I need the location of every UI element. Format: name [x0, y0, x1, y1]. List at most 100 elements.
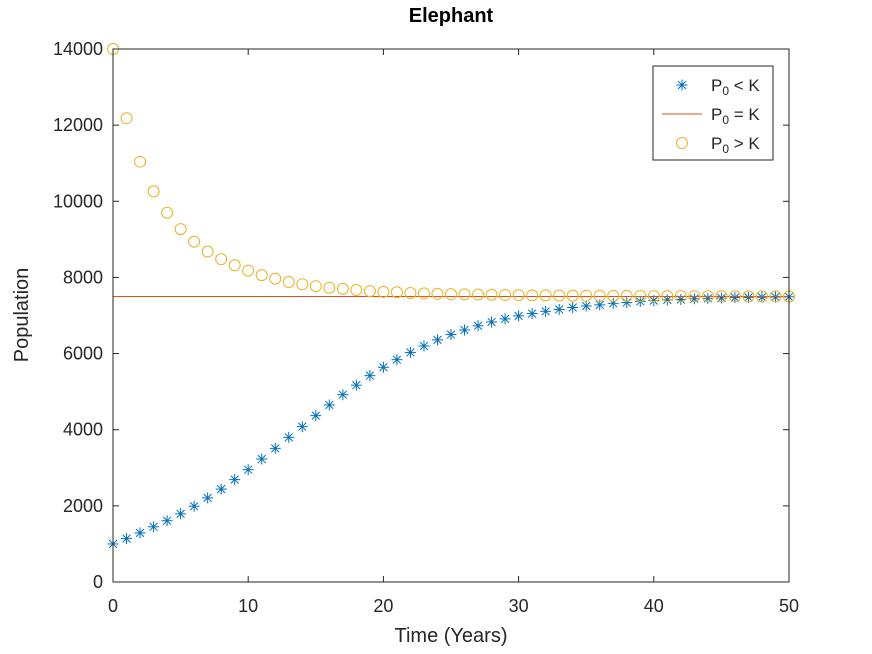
data-point: [229, 474, 241, 486]
data-point: [161, 206, 174, 219]
data-point: [188, 500, 200, 512]
data-point: [431, 287, 444, 300]
x-tick-label: 20: [373, 596, 393, 616]
legend-circle-swatch: [676, 137, 688, 149]
data-point: [580, 289, 593, 302]
data-point: [148, 521, 160, 533]
data-point: [390, 286, 403, 299]
data-point: [539, 289, 552, 302]
data-point: [715, 290, 728, 303]
data-point: [202, 492, 214, 504]
data-point: [701, 290, 714, 303]
data-point: [134, 155, 147, 168]
data-point: [553, 303, 565, 315]
data-point: [364, 370, 376, 382]
data-point: [445, 329, 457, 341]
data-point: [485, 288, 498, 301]
data-point: [255, 269, 268, 282]
data-point: [363, 285, 376, 298]
data-point: [404, 287, 417, 300]
data-point: [742, 291, 754, 303]
data-point: [458, 288, 471, 301]
data-point: [445, 288, 457, 301]
data-point: [540, 305, 552, 317]
y-tick-label: 0: [93, 572, 103, 592]
legend-label: P0 < K: [711, 76, 760, 98]
data-point: [769, 291, 781, 303]
data-point: [661, 290, 674, 303]
data-point: [215, 253, 228, 266]
data-point: [418, 340, 430, 352]
data-point: [377, 361, 389, 373]
legend-label: P0 = K: [711, 105, 760, 127]
data-point: [526, 289, 539, 302]
data-point: [134, 527, 146, 539]
data-point: [120, 112, 133, 125]
data-point: [296, 421, 308, 433]
data-point: [147, 185, 160, 198]
legend-item-1: P0 < K: [676, 76, 760, 98]
data-point: [472, 288, 485, 301]
x-tick-label: 0: [108, 596, 118, 616]
data-point: [742, 290, 755, 303]
x-tick-label: 30: [509, 596, 529, 616]
data-point: [215, 483, 227, 495]
data-point: [674, 290, 687, 303]
data-point: [201, 245, 214, 258]
chart-title: Elephant: [409, 5, 494, 27]
data-point: [228, 259, 241, 272]
data-point: [121, 533, 133, 545]
data-point: [269, 442, 281, 454]
data-point: [391, 354, 403, 366]
y-tick-label: 8000: [63, 267, 103, 287]
data-point: [729, 292, 741, 304]
y-tick-label: 6000: [63, 344, 103, 364]
data-point: [256, 453, 268, 465]
legend: P0 < K P0 = K P0 > K: [652, 65, 774, 161]
data-point: [350, 283, 363, 296]
axes: 0 10 20 30 40 50 0 2000 4000 6000 8000 10000 12000 14…: [53, 39, 799, 616]
data-point: [377, 285, 390, 298]
data-point: [593, 289, 606, 302]
legend-box: [652, 65, 774, 161]
data-point: [242, 264, 255, 277]
data-point: [323, 281, 336, 294]
y-axis-title: Population: [11, 268, 33, 363]
data-point: [309, 280, 322, 293]
data-point: [647, 290, 660, 303]
data-point: [553, 289, 566, 302]
data-point: [350, 379, 362, 391]
legend-item-3: P0 > K: [676, 134, 760, 156]
data-point: [580, 300, 592, 312]
data-point: [242, 464, 254, 476]
data-point: [566, 289, 579, 302]
data-point: [174, 223, 187, 236]
y-tick-label: 10000: [53, 191, 103, 211]
data-point: [755, 290, 768, 303]
data-point: [567, 302, 579, 314]
data-point: [499, 313, 511, 325]
x-axis-title: Time (Years): [395, 625, 508, 647]
data-point: [417, 287, 430, 300]
data-point: [594, 299, 606, 311]
data-point: [188, 235, 201, 248]
data-point: [283, 431, 295, 443]
x-tick-label: 40: [644, 596, 664, 616]
x-tick-label: 50: [779, 596, 799, 616]
data-point: [431, 334, 443, 346]
y-tick-label: 14000: [53, 39, 103, 59]
plot-area: [107, 43, 795, 550]
data-point: [269, 272, 282, 285]
data-point: [769, 290, 782, 303]
data-point: [459, 324, 471, 336]
data-point: [526, 308, 538, 320]
axes-box: [112, 48, 790, 583]
data-point: [323, 399, 335, 411]
x-tick-label: 10: [238, 596, 258, 616]
data-point: [486, 316, 498, 328]
y-tick-label: 4000: [63, 420, 103, 440]
data-point: [472, 320, 484, 332]
legend-item-2: P0 = K: [662, 105, 760, 127]
data-point: [756, 291, 768, 303]
